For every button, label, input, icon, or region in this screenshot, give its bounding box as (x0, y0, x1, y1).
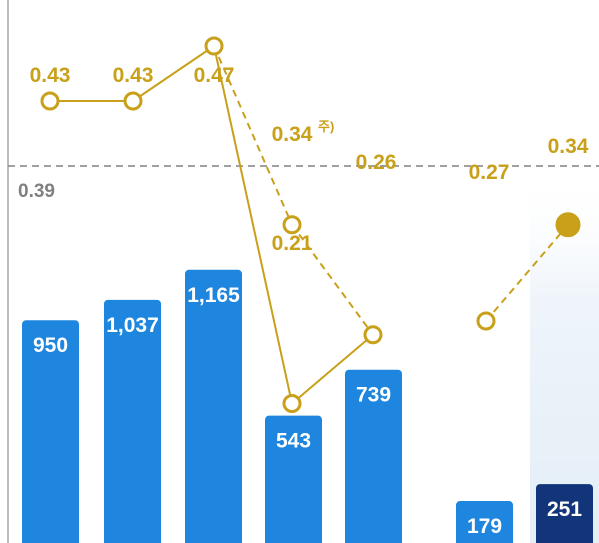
line-segment (132, 45, 215, 102)
bar-value-label: 739 (356, 384, 391, 407)
line-value-label: 0.34 (548, 135, 589, 158)
line-value-label: 0.47 (194, 64, 235, 87)
bar (456, 501, 513, 543)
line-value-label: 0.27 (469, 161, 510, 184)
line-point (123, 91, 143, 111)
line-point (363, 325, 383, 345)
line-labels-layer: 0.43 0.43 0.47 0.34 0.26 0.21 0.27 0.34 (30, 64, 589, 255)
line-point (282, 394, 302, 413)
bar (185, 269, 242, 543)
bar-value-label: 950 (33, 334, 68, 357)
bar (265, 415, 322, 543)
bar (536, 484, 593, 543)
bars-layer: 950 1,037 1,165 543 739 179 251 (22, 269, 593, 543)
line-point (555, 212, 581, 238)
line-value-label: 0.26 (356, 151, 397, 174)
line-segment (213, 45, 293, 404)
bar-value-label: 179 (467, 515, 502, 538)
bar-value-label: 251 (547, 498, 582, 521)
line-point (476, 311, 496, 331)
line-value-label: 0.34 (272, 123, 313, 146)
line-value-label: 0.21 (272, 232, 313, 255)
points-layer (40, 36, 581, 413)
line-segment-dashed (213, 45, 293, 226)
line-point (204, 36, 224, 56)
reference-label: 0.39 (18, 181, 55, 202)
line-point (40, 91, 60, 111)
bar (345, 369, 402, 543)
line-segment-dashed (485, 224, 569, 322)
line-value-label: 0.43 (113, 64, 154, 87)
line-segment-dashed (291, 224, 374, 336)
line-value-label: 0.43 (30, 64, 71, 87)
bar-value-label: 1,037 (106, 314, 159, 337)
bar-value-label: 1,165 (187, 284, 240, 307)
line-point (282, 215, 302, 235)
line-note-label: 주) (318, 119, 334, 134)
line-layer (50, 45, 569, 405)
bar (22, 320, 79, 543)
bar (104, 299, 161, 543)
bar-value-label: 543 (276, 430, 311, 453)
line-segment (291, 333, 374, 405)
